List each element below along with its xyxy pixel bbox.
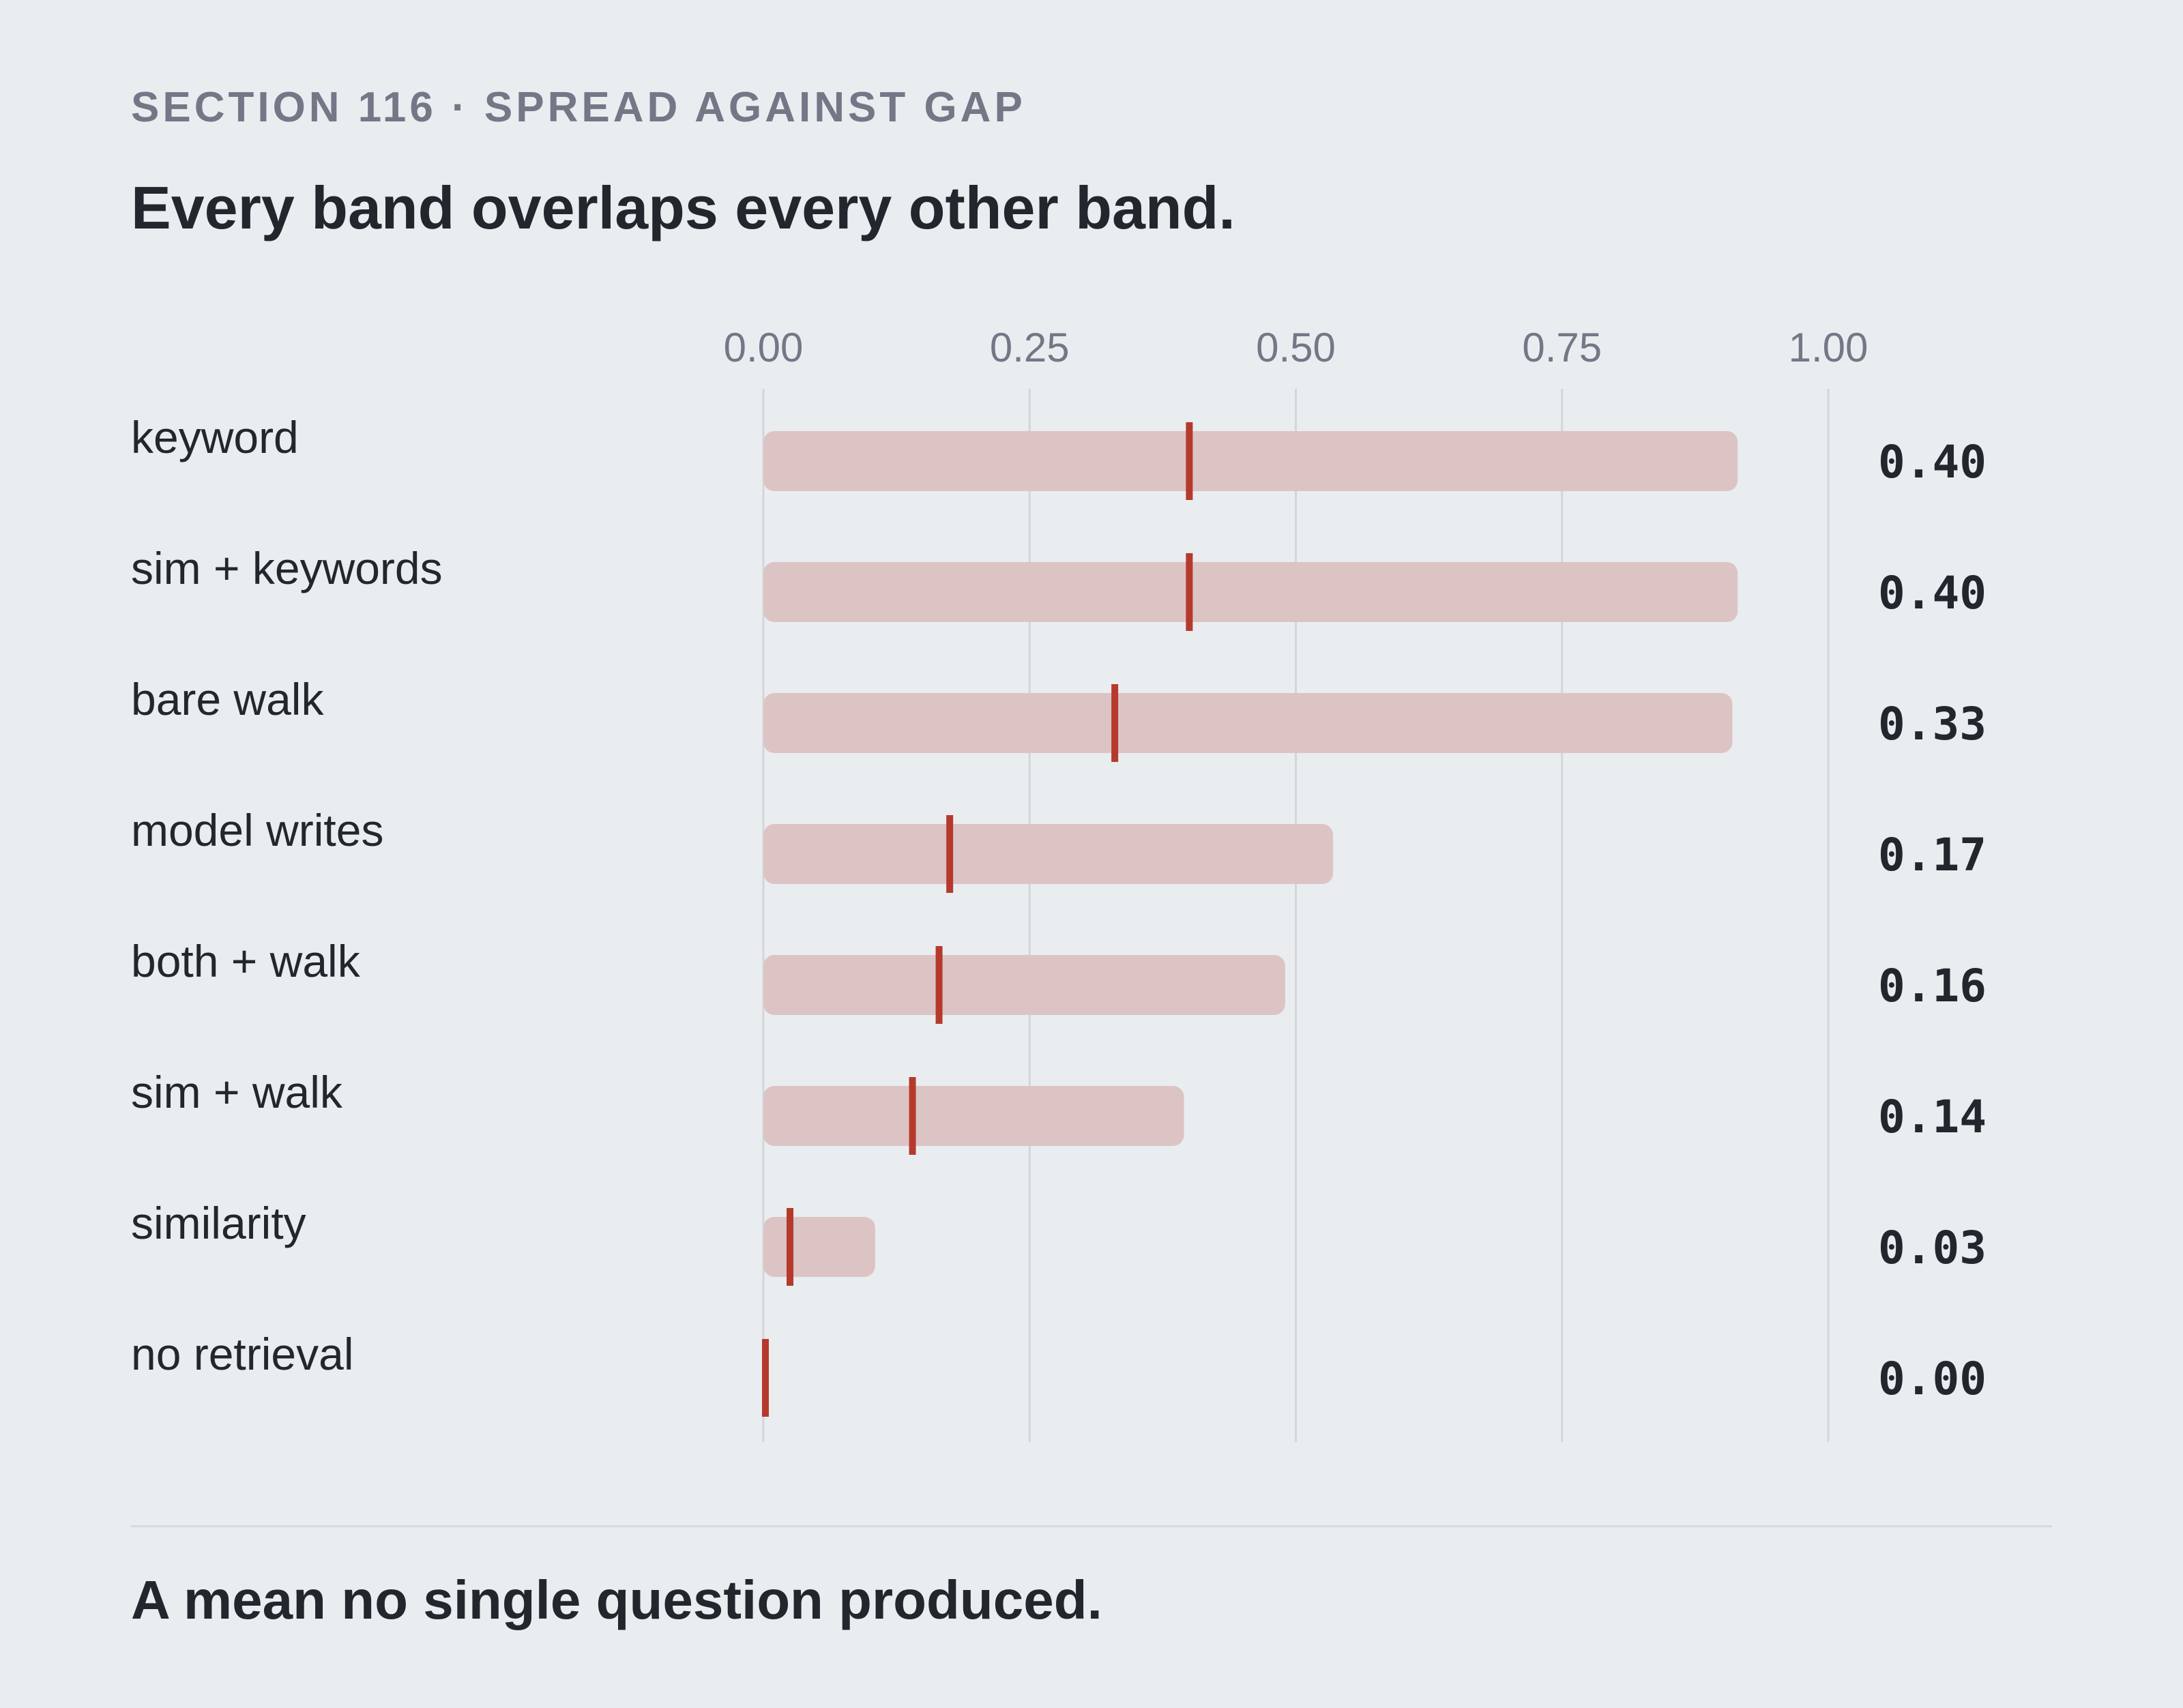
chart-title: Every band overlaps every other band. bbox=[131, 174, 1235, 241]
row-label: keyword bbox=[131, 412, 299, 462]
mean-markers bbox=[762, 422, 1193, 1417]
row-label: similarity bbox=[131, 1198, 306, 1248]
tick-label: 0.50 bbox=[1256, 325, 1336, 370]
footer-note: A mean no single question produced. bbox=[131, 1570, 1102, 1630]
section-eyebrow: SECTION 116 · SPREAD AGAINST GAP bbox=[131, 84, 1026, 131]
row-label: both + walk bbox=[131, 936, 361, 986]
mean-marker bbox=[762, 1339, 769, 1417]
tick-label: 0.75 bbox=[1522, 325, 1602, 370]
tick-label: 0.25 bbox=[990, 325, 1070, 370]
row-labels: keyword sim + keywords bare walk model writ… bbox=[131, 412, 443, 1379]
tick-label: 1.00 bbox=[1789, 325, 1869, 370]
range-band bbox=[763, 1217, 875, 1277]
grid-layer bbox=[762, 389, 1830, 1442]
divider bbox=[131, 1525, 2052, 1527]
range-band bbox=[763, 955, 1285, 1015]
value-label: 0.16 bbox=[1878, 960, 1987, 1012]
range-band bbox=[763, 824, 1334, 884]
row-label: sim + walk bbox=[131, 1067, 343, 1117]
range-band bbox=[763, 693, 1733, 753]
value-labels: 0.40 0.40 0.33 0.17 0.16 0.14 0.03 0.00 bbox=[1878, 436, 1987, 1405]
mean-marker bbox=[935, 946, 943, 1024]
bands bbox=[763, 431, 1738, 1277]
range-band bbox=[763, 562, 1738, 622]
mean-marker bbox=[787, 1208, 794, 1286]
tick-labels: 0.00 0.25 0.50 0.75 1.00 bbox=[724, 325, 1869, 370]
row-label: bare walk bbox=[131, 674, 324, 724]
range-band bbox=[763, 1086, 1184, 1146]
row-label: sim + keywords bbox=[131, 543, 443, 593]
mean-marker bbox=[1186, 422, 1193, 500]
value-label: 0.33 bbox=[1878, 698, 1987, 750]
value-label: 0.00 bbox=[1878, 1353, 1987, 1405]
value-label: 0.03 bbox=[1878, 1222, 1987, 1274]
row-label: model writes bbox=[131, 805, 383, 855]
value-label: 0.17 bbox=[1878, 829, 1987, 881]
value-label: 0.40 bbox=[1878, 567, 1987, 619]
tick-label: 0.00 bbox=[724, 325, 804, 370]
range-chart: 0.00 0.25 0.50 0.75 1.00 keyword sim + keywor… bbox=[131, 325, 1987, 1442]
mean-marker bbox=[909, 1077, 916, 1155]
mean-marker bbox=[946, 815, 954, 893]
row-label: no retrieval bbox=[131, 1329, 354, 1379]
mean-marker bbox=[1111, 684, 1119, 762]
mean-marker bbox=[1186, 553, 1193, 631]
value-label: 0.40 bbox=[1878, 436, 1987, 488]
value-label: 0.14 bbox=[1878, 1091, 1987, 1143]
range-band bbox=[763, 431, 1738, 491]
